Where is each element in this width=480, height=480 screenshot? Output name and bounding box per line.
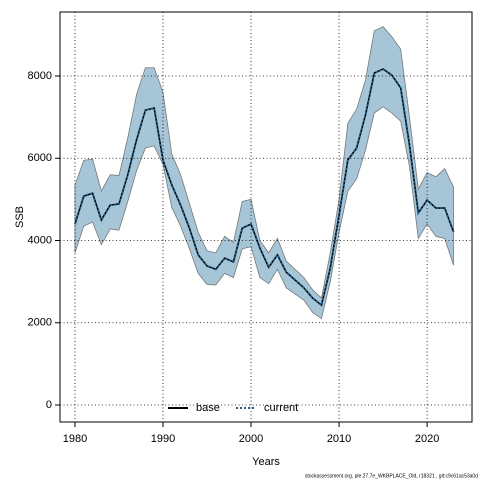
y-tick-label: 4000	[28, 234, 52, 246]
y-axis-label: SSB	[14, 206, 26, 228]
x-tick-label: 2020	[415, 433, 439, 445]
x-axis-label: Years	[252, 456, 280, 468]
y-tick-label: 0	[46, 399, 52, 411]
x-tick-label: 1980	[63, 433, 87, 445]
x-tick-label: 2010	[327, 433, 351, 445]
series-line	[74, 67, 455, 307]
confidence-band	[74, 26, 454, 320]
plot-frame	[59, 11, 473, 423]
legend-label: base	[196, 402, 220, 414]
x-tick-label: 1990	[151, 433, 175, 445]
y-tick-label: 2000	[28, 317, 52, 329]
y-tick-label: 8000	[28, 70, 52, 82]
footer: stockassessment.org, ple.27.7e_WKBPLACE_…	[305, 473, 478, 479]
x-tick-label: 2000	[239, 433, 263, 445]
legend-label: current	[264, 402, 298, 414]
y-tick-label: 6000	[28, 152, 52, 164]
